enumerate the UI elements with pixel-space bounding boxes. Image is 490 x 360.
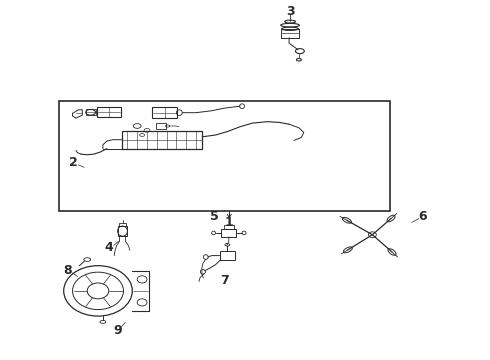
Bar <box>59 101 390 211</box>
Text: 7: 7 <box>220 274 229 287</box>
Bar <box>119 223 126 226</box>
Text: 9: 9 <box>113 324 122 337</box>
Text: 5: 5 <box>210 210 219 222</box>
Bar <box>122 131 202 149</box>
Text: 6: 6 <box>418 210 427 223</box>
Text: 3: 3 <box>286 5 294 18</box>
Text: 8: 8 <box>63 264 72 277</box>
Bar <box>97 107 121 117</box>
Bar <box>220 251 235 260</box>
Bar <box>152 107 177 118</box>
Bar <box>221 229 236 237</box>
Bar <box>118 226 127 236</box>
Bar <box>224 225 234 229</box>
Bar <box>281 29 299 38</box>
Bar <box>86 109 96 115</box>
Bar <box>156 123 166 129</box>
Text: 2: 2 <box>69 156 78 169</box>
Text: 4: 4 <box>104 241 113 254</box>
Text: 1: 1 <box>225 216 234 229</box>
